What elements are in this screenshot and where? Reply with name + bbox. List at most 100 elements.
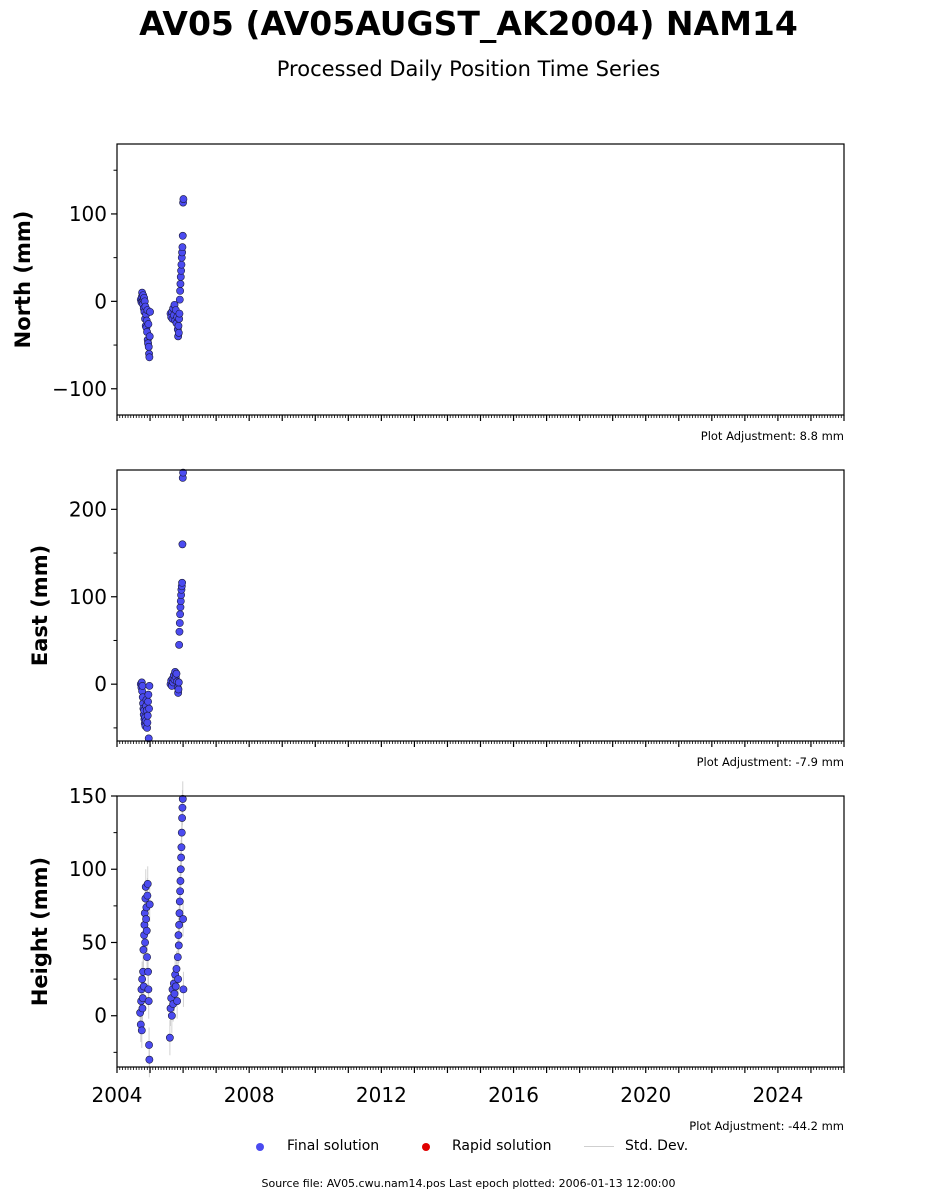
data-point [138, 1004, 147, 1013]
y-tick-label: −100 [52, 377, 107, 401]
data-point [177, 828, 186, 837]
data-point [177, 260, 186, 269]
y-tick-label: 0 [94, 672, 107, 696]
data-point [179, 985, 188, 994]
data-point [178, 578, 186, 587]
data-point [146, 307, 154, 316]
data-point [174, 321, 183, 330]
data-point [178, 803, 187, 812]
data-point [144, 997, 153, 1005]
data-point [175, 640, 184, 649]
data-point [173, 997, 182, 1005]
data-point [144, 697, 152, 706]
data-point [144, 320, 153, 328]
data-point [144, 967, 152, 976]
y-tick-label: 100 [69, 857, 107, 881]
data-point [175, 309, 184, 318]
data-point [137, 1026, 146, 1035]
data-point [138, 682, 147, 690]
data-point [179, 915, 187, 923]
y-tick-label: 50 [82, 930, 107, 954]
data-point [143, 879, 152, 888]
data-point [176, 279, 185, 288]
x-tick-label: 2008 [224, 1083, 275, 1107]
data-point [145, 900, 154, 909]
legend-label-stddev: Std. Dev. [625, 1138, 689, 1154]
x-tick-label: 2024 [752, 1083, 803, 1107]
data-point [165, 1033, 174, 1042]
y-tick-label: 100 [69, 585, 107, 609]
data-point [142, 915, 150, 923]
east-mm-plot-adjustment: Plot Adjustment: -7.9 mm [697, 755, 844, 769]
data-point [175, 619, 184, 627]
data-point [178, 814, 186, 822]
data-point [175, 909, 184, 918]
data-point [175, 295, 184, 304]
east-mm-axes-frame [116, 469, 845, 742]
data-point [145, 332, 154, 341]
data-point [143, 711, 152, 720]
east-mm-panel: 0 100 200 East (mm) Plot Adjustment: -7.9 mm [28, 468, 845, 769]
east-mm-axis-label: East (mm) [28, 545, 52, 666]
data-point [174, 328, 183, 337]
data-point [174, 941, 183, 950]
data-point [144, 342, 153, 351]
north-mm-plot-adjustment: Plot Adjustment: 8.8 mm [701, 429, 844, 443]
chart-subtitle: Processed Daily Position Time Series [276, 57, 661, 81]
data-point [145, 1041, 153, 1049]
data-point [141, 938, 149, 947]
std-dev-line-icon [584, 1146, 614, 1147]
data-point [176, 286, 185, 295]
data-point [174, 931, 183, 940]
final-solution-marker-icon [256, 1143, 264, 1151]
data-point [174, 975, 183, 984]
legend-label-final: Final solution [287, 1138, 380, 1154]
data-point [138, 975, 147, 984]
height-mm-plot-adjustment: Plot Adjustment: -44.2 mm [689, 1119, 844, 1133]
data-point [144, 690, 153, 699]
data-point [144, 734, 153, 743]
data-point [176, 887, 185, 896]
rapid-solution-marker-icon [422, 1143, 430, 1151]
data-point [145, 353, 154, 362]
data-point [174, 685, 183, 694]
x-tick-label: 2016 [488, 1083, 539, 1107]
x-tick-label: 2020 [620, 1083, 671, 1107]
data-point [177, 853, 186, 862]
data-point [175, 627, 184, 636]
chart-title: AV05 (AV05AUGST_AK2004) NAM14 [139, 4, 798, 43]
y-tick-label: 150 [69, 784, 107, 808]
data-point [174, 678, 183, 687]
x-tick-label: 2004 [92, 1083, 143, 1107]
data-point [143, 891, 152, 900]
north-mm-axis-label: North (mm) [11, 211, 35, 349]
data-point [172, 669, 181, 678]
data-point [173, 953, 182, 962]
data-point [139, 945, 148, 954]
data-point [167, 1011, 176, 1020]
data-point [179, 468, 187, 477]
data-point [170, 989, 179, 998]
data-point [177, 843, 186, 852]
north-mm-axes-frame [116, 143, 845, 416]
y-tick-label: 0 [94, 1004, 107, 1028]
north-mm-panel: −100 0 100 North (mm) Plot Adjustment: 8.8 m… [11, 143, 845, 443]
data-point [145, 682, 154, 690]
height-mm-panel: 0 50 100 150 2004 2008 2012 2016 2020 2024 Height … [28, 781, 845, 1133]
data-point [179, 195, 188, 203]
y-tick-label: 0 [94, 289, 107, 313]
source-footer: Source file: AV05.cwu.nam14.pos Last epo… [261, 1177, 676, 1190]
y-tick-label: 200 [69, 497, 107, 521]
height-mm-axis-label: Height (mm) [28, 857, 52, 1006]
x-tick-label: 2012 [356, 1083, 407, 1107]
data-point [178, 231, 187, 240]
data-point [176, 610, 185, 619]
data-point [178, 243, 187, 252]
data-point [142, 926, 151, 935]
data-point [143, 953, 151, 962]
data-point [178, 795, 187, 803]
data-point [175, 921, 184, 929]
data-point [176, 865, 185, 874]
data-point [175, 897, 184, 906]
